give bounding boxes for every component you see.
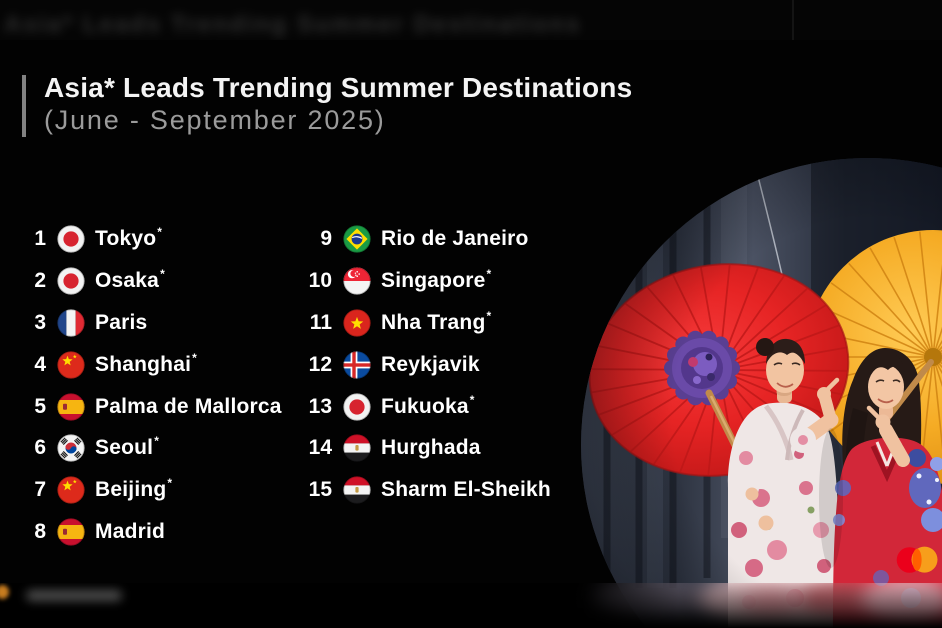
page-title: Asia* Leads Trending Summer Destinations — [44, 72, 633, 103]
list-item: 2 Osaka* — [24, 260, 282, 302]
list-item: 11 Nha Trang* — [300, 302, 551, 344]
ranking-column-left: 1 Tokyo* 2 Osaka* 3 Paris 4 Shanghai* 5 Palma de … — [24, 218, 282, 553]
list-item: 7 Beijing* — [24, 469, 282, 511]
list-item: 4 Shanghai* — [24, 344, 282, 386]
destination-label: Palma de Mallorca — [95, 394, 282, 418]
blurred-title-artifact: Asia* Leads Trending Summer Destinations — [4, 11, 582, 38]
mastercard-logo — [896, 546, 938, 579]
destination-label: Beijing* — [95, 476, 173, 502]
rank-number: 15 — [308, 478, 332, 502]
top-letterbox: Asia* Leads Trending Summer Destinations — [0, 0, 942, 40]
flag-japan-icon — [57, 225, 85, 253]
rank-number: 13 — [308, 394, 332, 418]
destination-label: Nha Trang* — [381, 308, 492, 334]
letterbox-seam-line — [792, 0, 794, 40]
list-item: 9 Rio de Janeiro — [300, 218, 551, 260]
destination-photo — [581, 158, 942, 628]
destination-label: Sharm El-Sheikh — [381, 478, 551, 502]
flag-china-icon — [57, 476, 85, 504]
destination-label: Singapore* — [381, 266, 492, 292]
rank-number: 7 — [34, 478, 46, 502]
letterbox-fade-bottom — [0, 583, 942, 628]
flag-japan-icon — [57, 267, 85, 295]
rank-number: 5 — [34, 394, 46, 418]
flag-brazil-icon — [343, 225, 371, 253]
destination-label: Madrid — [95, 520, 166, 544]
rank-number: 4 — [34, 352, 46, 376]
list-item: 12 Reykjavik — [300, 344, 551, 386]
rank-number: 9 — [320, 226, 332, 250]
destination-label: Rio de Janeiro — [381, 226, 529, 250]
page-subtitle: (June - September 2025) — [44, 105, 386, 135]
flag-china-icon — [57, 350, 85, 379]
flag-japan-icon — [343, 392, 371, 421]
title-accent-bar — [22, 75, 26, 137]
bottom-letterbox — [0, 583, 942, 628]
list-item: 5 Palma de Mallorca — [24, 386, 282, 428]
flag-south-korea-icon — [57, 434, 85, 463]
destination-label: Hurghada — [381, 436, 481, 460]
destination-label: Reykjavik — [381, 352, 480, 376]
rank-number: 10 — [308, 268, 332, 292]
list-item: 14 Hurghada — [300, 427, 551, 469]
flag-spain-icon — [57, 518, 85, 546]
list-item: 3 Paris — [24, 302, 282, 344]
flag-france-icon — [57, 309, 85, 337]
rank-number: 11 — [309, 310, 332, 334]
blurred-logo-artifact — [0, 585, 9, 599]
flag-egypt-icon — [343, 476, 371, 504]
rank-number: 6 — [34, 436, 46, 460]
destination-label: Paris — [95, 310, 148, 334]
vignette — [581, 158, 942, 628]
mc-overlap — [912, 548, 922, 571]
flag-spain-icon — [57, 392, 85, 421]
rank-number: 2 — [34, 268, 46, 292]
rank-number: 14 — [308, 436, 332, 460]
list-item: 13 Fukuoka* — [300, 386, 551, 428]
list-item: 1 Tokyo* — [24, 218, 282, 260]
destination-label: Tokyo* — [95, 224, 163, 250]
list-item: 10 Singapore* — [300, 260, 551, 302]
destination-label: Shanghai* — [95, 350, 197, 376]
ranking-column-right: 9 Rio de Janeiro 10 Singapore* 11 Nha Trang* 1… — [300, 218, 551, 511]
photo-illustration — [581, 158, 942, 628]
flag-egypt-icon — [343, 434, 371, 463]
rank-number: 3 — [34, 310, 46, 334]
destination-label: Fukuoka* — [381, 392, 475, 418]
rank-number: 1 — [34, 226, 46, 250]
rank-number: 8 — [34, 520, 46, 544]
rank-number: 12 — [308, 352, 332, 376]
flag-vietnam-icon — [343, 309, 371, 337]
blurred-text-artifact — [26, 590, 122, 601]
list-item: 15 Sharm El-Sheikh — [300, 469, 551, 511]
destination-label: Seoul* — [95, 434, 160, 460]
list-item: 6 Seoul* — [24, 427, 282, 469]
destination-label: Osaka* — [95, 266, 165, 292]
flag-singapore-icon — [343, 267, 371, 295]
flag-iceland-icon — [343, 350, 371, 379]
list-item: 8 Madrid — [24, 511, 282, 553]
